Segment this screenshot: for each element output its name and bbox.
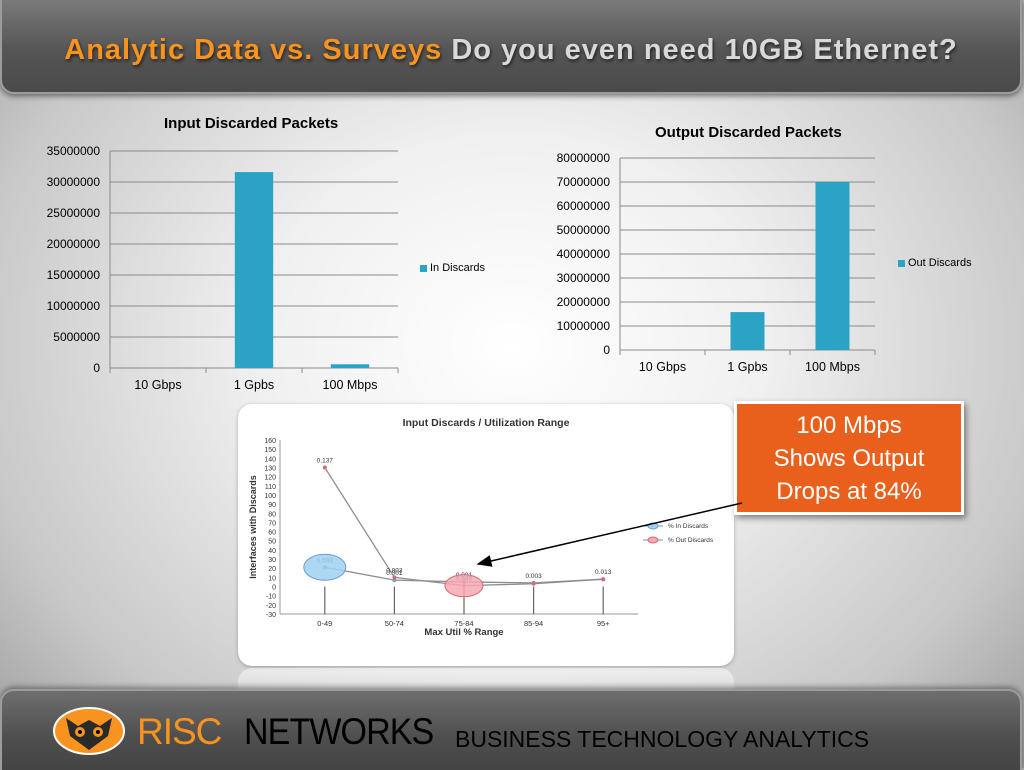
x-tick-label: 1 Gpbs	[234, 378, 274, 392]
utilization-range-chart: Input Discards / Utilization Range 160 150…	[248, 417, 714, 638]
y-tick-label: 130	[264, 465, 276, 472]
x-tick-label: 50-74	[385, 619, 404, 628]
title-bar: Analytic Data vs. Surveys Do you even ne…	[0, 0, 1022, 94]
x-tick-label: 10 Gbps	[639, 360, 686, 374]
input-chart-title: Input Discarded Packets	[164, 115, 339, 132]
brand-networks: NETWORKS	[244, 711, 434, 752]
y-tick-label: 10	[268, 575, 276, 582]
bar	[815, 182, 850, 350]
series-point	[601, 577, 606, 582]
y-tick-label: 70	[268, 520, 276, 527]
callout-box: 100 Mbps Shows Output Drops at 84%	[734, 401, 964, 515]
y-tick-label: 60000000	[557, 199, 611, 213]
legend-label: % In Discards	[668, 523, 709, 530]
line-chart-title: Input Discards / Utilization Range	[403, 417, 570, 429]
y-tick-label: 80000000	[557, 151, 611, 165]
legend-label: % Out Discards	[668, 537, 714, 544]
legend-in-discards: In Discards	[430, 262, 486, 274]
series-line	[324, 467, 604, 587]
x-tick-label: 100 Mbps	[805, 360, 860, 374]
legend-out-discards: Out Discards	[908, 257, 972, 269]
y-tick-label: 20000000	[47, 237, 101, 251]
owl-logo-icon	[53, 707, 125, 755]
y-tick-label: 40	[268, 548, 276, 555]
title-rest: Do you even need 10GB Ethernet?	[451, 34, 958, 66]
y-tick-label: 50000000	[557, 223, 611, 237]
slide-title: Analytic Data vs. Surveys Do you even ne…	[2, 34, 1020, 67]
y-tick-label: 0	[93, 361, 100, 375]
callout-line-3: Drops at 84%	[776, 477, 922, 505]
y-tick-label: 35000000	[47, 144, 101, 158]
bar	[234, 172, 274, 368]
y-tick-label: 30000000	[557, 271, 611, 285]
utilization-panel: Input Discards / Utilization Range 160 150…	[238, 404, 734, 666]
data-label: 0.013	[595, 569, 612, 576]
y-tick-label: 60	[268, 530, 276, 537]
series-point	[531, 581, 536, 586]
legend-swatch	[898, 259, 905, 267]
y-tick-label: 110	[265, 484, 276, 491]
x-tick-label: 95+	[597, 619, 610, 628]
x-tick-label: 0-49	[317, 619, 332, 628]
callout-line-1: 100 Mbps	[796, 411, 902, 439]
bar	[730, 312, 765, 350]
y-tick-label: 10000000	[47, 299, 101, 313]
y-tick-label: 20000000	[557, 295, 611, 309]
series-point	[322, 465, 327, 470]
x-axis-label: Max Util % Range	[424, 627, 503, 638]
x-tick-label: 75-84	[454, 619, 473, 628]
y-tick-label: 0	[272, 585, 276, 592]
x-tick-label: 10 Gbps	[134, 378, 181, 392]
y-tick-label: 70000000	[557, 175, 611, 189]
y-tick-label: -20	[266, 603, 276, 610]
brand-tagline: BUSINESS TECHNOLOGY ANALYTICS	[455, 726, 870, 752]
legend-marker	[647, 522, 659, 530]
output-chart-title: Output Discarded Packets	[655, 124, 842, 141]
x-tick-label: 1 Gpbs	[727, 360, 767, 374]
series-point	[392, 575, 397, 580]
title-highlight: Analytic Data vs. Surveys	[64, 34, 443, 66]
y-tick-label: 140	[264, 456, 276, 463]
footer-bar	[0, 689, 1022, 770]
data-label: 0.003	[525, 573, 542, 580]
output-discards-chart: 0 10000000 20000000 30000000 40000000 5000000…	[557, 151, 876, 374]
y-tick-label: 10000000	[557, 319, 611, 333]
y-tick-label: 100	[264, 493, 276, 500]
series-point	[392, 578, 397, 583]
y-tick-label: 30000000	[47, 175, 101, 189]
x-tick-label: 85-94	[524, 619, 543, 628]
output-chart-legend: Out Discards	[898, 257, 972, 269]
y-tick-label: -30	[266, 612, 276, 619]
highlight-ellipse-out	[444, 574, 484, 598]
y-tick-label: -10	[266, 594, 276, 601]
y-axis-label: Interfaces with Discards	[248, 475, 258, 579]
y-tick-label: 80	[268, 511, 276, 518]
y-tick-label: 20	[268, 566, 276, 573]
x-tick-label: 100 Mbps	[323, 378, 378, 392]
highlight-ellipse-in	[303, 553, 347, 581]
y-tick-label: 150	[264, 447, 276, 454]
y-tick-label: 15000000	[47, 268, 101, 282]
brand-risc: RISC	[137, 711, 222, 752]
data-label: 0.003	[386, 567, 403, 574]
data-label: 0.001	[386, 570, 403, 577]
input-chart-legend: In Discards	[420, 262, 485, 274]
y-tick-label: 40000000	[557, 247, 611, 261]
y-tick-label: 160	[264, 438, 276, 445]
y-tick-label: 30	[268, 557, 276, 564]
bar	[330, 364, 370, 368]
y-tick-label: 50	[268, 539, 276, 546]
y-tick-label: 0	[603, 343, 610, 357]
y-tick-label: 120	[264, 475, 276, 482]
data-label: 0.137	[317, 457, 334, 464]
y-tick-label: 5000000	[53, 330, 100, 344]
callout-line-2: Shows Output	[773, 444, 925, 472]
legend-marker	[647, 536, 659, 544]
y-tick-label: 90	[268, 502, 276, 509]
y-tick-label: 25000000	[47, 206, 101, 220]
input-discards-chart: 0 5000000 10000000 15000000 20000000 25000000…	[47, 144, 399, 392]
legend-swatch	[420, 264, 427, 272]
